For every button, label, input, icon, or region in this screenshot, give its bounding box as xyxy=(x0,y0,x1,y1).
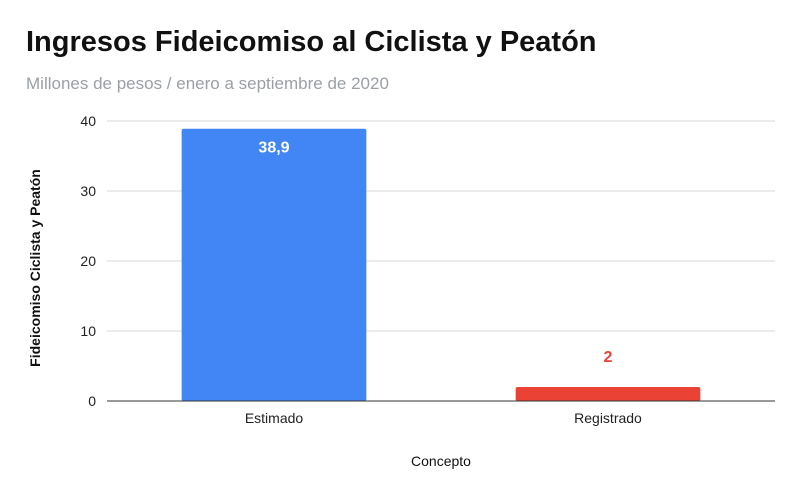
bar-registrado xyxy=(515,387,701,401)
x-axis-ticks: Estimado Registrado xyxy=(245,410,642,426)
data-label: 38,9 xyxy=(258,140,289,157)
x-axis-title: Concepto xyxy=(411,453,471,469)
bars xyxy=(181,128,701,401)
y-axis-title: Fideicomiso Ciclista y Peatón xyxy=(27,169,43,367)
data-labels: 38,92 xyxy=(258,140,612,366)
chart-title: Ingresos Fideicomiso al Ciclista y Peató… xyxy=(26,26,597,58)
y-tick-label: 30 xyxy=(80,183,96,199)
x-tick-label: Estimado xyxy=(245,410,304,426)
data-label: 2 xyxy=(604,349,613,366)
y-axis-ticks: 0 10 20 30 40 xyxy=(80,113,96,409)
bar-estimado xyxy=(181,128,367,401)
y-tick-label: 10 xyxy=(80,323,96,339)
x-tick-label: Registrado xyxy=(574,410,642,426)
chart-subtitle: Millones de pesos / enero a septiembre d… xyxy=(26,74,389,93)
y-tick-label: 40 xyxy=(80,113,96,129)
y-tick-label: 0 xyxy=(88,393,96,409)
y-tick-label: 20 xyxy=(80,253,96,269)
